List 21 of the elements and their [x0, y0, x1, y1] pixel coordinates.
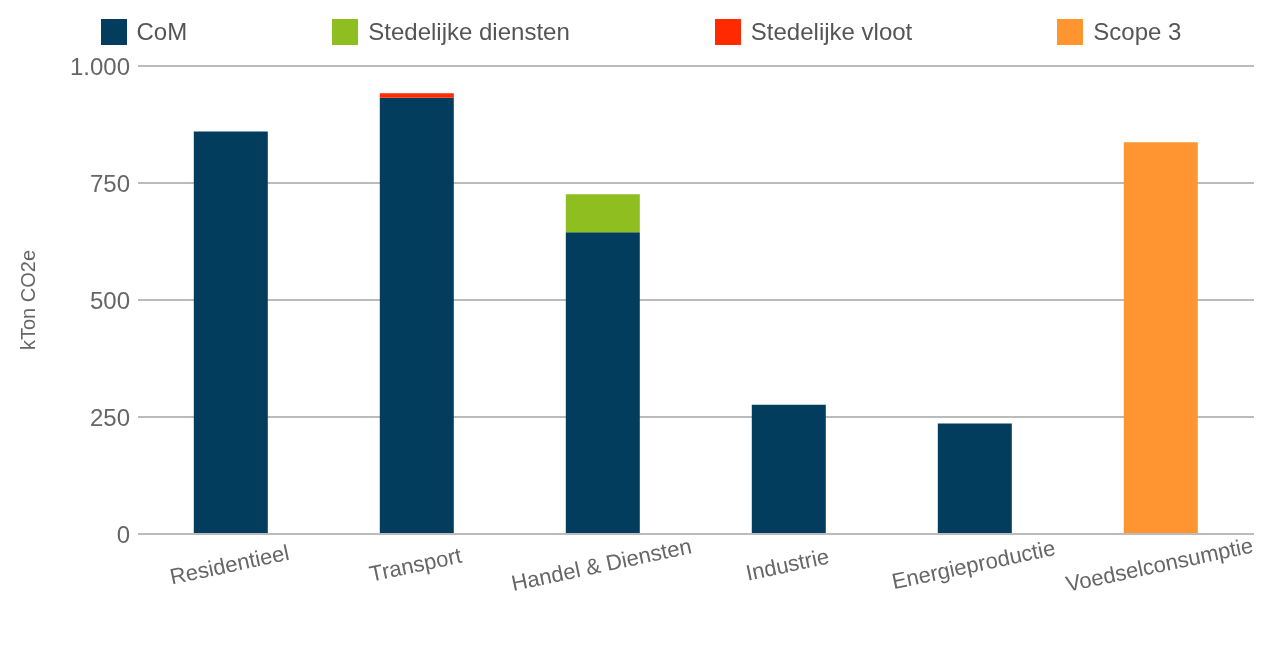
bar: [379, 97, 454, 534]
bar: [193, 131, 268, 534]
legend-label: CoM: [136, 18, 188, 46]
legend-label: Stedelijke diensten: [368, 18, 570, 46]
y-axis-title: kTon CO2e: [17, 249, 40, 351]
x-tick-label: Transport: [367, 542, 464, 587]
legend-label: Stedelijke vloot: [750, 18, 913, 46]
bar: [565, 232, 640, 534]
y-tick-label: 750: [89, 169, 130, 197]
y-tick-label: 0: [116, 520, 130, 548]
bar: [751, 404, 826, 534]
bar: [379, 93, 454, 98]
y-tick-label: 500: [89, 286, 130, 314]
legend-label: Scope 3: [1093, 18, 1182, 46]
bar: [937, 423, 1012, 534]
y-tick-label: 1.000: [69, 52, 130, 80]
bar: [565, 194, 640, 233]
bar: [1123, 142, 1198, 534]
x-tick-label: Industrie: [743, 543, 832, 586]
x-tick-label: Handel & Diensten: [509, 533, 694, 596]
y-tick-label: 250: [89, 403, 130, 431]
